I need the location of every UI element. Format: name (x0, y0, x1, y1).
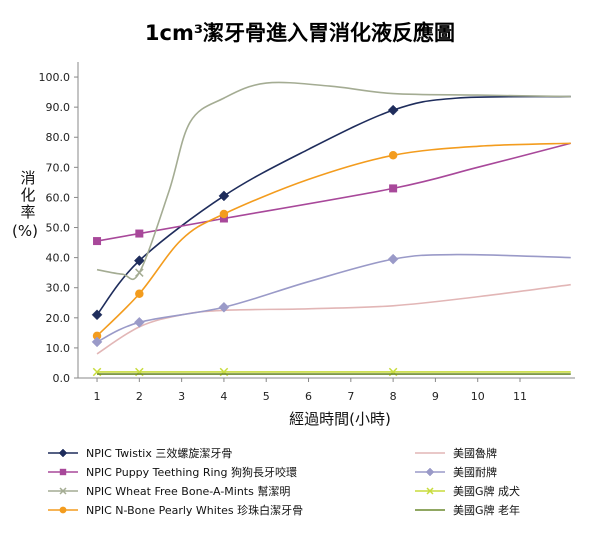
legend-item: 美國耐牌 (415, 465, 497, 479)
legend-item: 美國魯牌 (415, 446, 497, 460)
y-tick-label: 50.0 (46, 222, 71, 235)
data-point (219, 209, 229, 219)
series-line (96, 142, 571, 337)
x-tick-label: 7 (347, 390, 354, 403)
legend-swatch-marker (426, 487, 434, 495)
legend-label: 美國G牌 成犬 (453, 484, 520, 498)
x-axis-title: 經過時間(小時) (289, 410, 391, 428)
y-tick-label: 70.0 (46, 161, 71, 174)
marker-stroke (135, 268, 144, 277)
x-tick-label: 5 (263, 390, 270, 403)
y-axis-title-char: (%) (12, 222, 38, 240)
data-point (92, 331, 102, 341)
x-tick-label: 6 (305, 390, 312, 403)
legend-item: 美國G牌 老年 (415, 503, 520, 517)
x-tick-label: 3 (178, 390, 185, 403)
legend-label: NPIC Wheat Free Bone-A-Mints 幫潔明 (86, 484, 290, 498)
y-tick-label: 80.0 (46, 131, 71, 144)
data-point (91, 309, 103, 321)
legend-swatch-marker (59, 487, 67, 495)
series-line (96, 95, 571, 316)
y-tick-label: 40.0 (46, 252, 71, 265)
y-tick-label: 90.0 (46, 101, 71, 114)
legend-label: 美國耐牌 (453, 465, 497, 479)
data-point (389, 184, 398, 193)
chart-title: 1cm³潔牙骨進入胃消化液反應圖 (145, 21, 455, 45)
data-point (387, 253, 399, 265)
y-axis-title-char: 消 (20, 169, 35, 187)
data-point (133, 255, 145, 266)
legend-item: NPIC N-Bone Pearly Whites 珍珠白潔牙骨 (48, 503, 303, 517)
legend-item: NPIC Puppy Teething Ring 狗狗長牙咬環 (48, 465, 297, 479)
series-3 (96, 81, 571, 281)
x-tick-label: 8 (390, 390, 397, 403)
x-tick-label: 1 (94, 390, 101, 403)
legend-label: 美國魯牌 (453, 446, 497, 460)
y-tick-label: 30.0 (46, 282, 71, 295)
data-point (135, 229, 144, 238)
x-tick-label: 2 (136, 390, 143, 403)
marker-stroke (59, 487, 67, 495)
data-point (388, 151, 398, 160)
data-point (387, 104, 399, 116)
data-point (93, 237, 102, 246)
legend-swatch-marker (59, 468, 67, 476)
legend-swatch-marker (58, 448, 68, 458)
data-point (219, 214, 228, 223)
marker-stroke (426, 487, 434, 495)
y-tick-label: 0.0 (53, 372, 71, 385)
x-tick-label: 10 (471, 390, 485, 403)
data-point (135, 289, 144, 298)
legend-label: 美國G牌 老年 (453, 503, 520, 517)
series-6 (91, 253, 571, 348)
y-tick-label: 100.0 (39, 71, 71, 84)
series-line (96, 253, 571, 343)
series-line (96, 81, 571, 281)
plot-area: 0.0 10.0 20.0 30.0 40.0 50.0 60.0 70.0 80.0 90.0 1… (39, 62, 575, 403)
y-axis-title: 消 化 率 (%) (12, 169, 38, 240)
legend-swatch-marker (59, 506, 67, 514)
y-axis-title-char: 率 (20, 203, 35, 221)
x-tick-label: 4 (220, 390, 227, 403)
legend-item: 美國G牌 成犬 (415, 484, 520, 498)
data-point (133, 316, 145, 328)
legend-swatch-marker (425, 467, 435, 477)
series-5 (96, 283, 571, 355)
legend-label: NPIC N-Bone Pearly Whites 珍珠白潔牙骨 (86, 503, 303, 517)
y-tick-label: 60.0 (46, 191, 71, 204)
x-tick-label: 11 (513, 390, 527, 403)
y-tick-label: 10.0 (46, 342, 71, 355)
data-point (91, 336, 103, 348)
legend-item: NPIC Twistix 三效螺旋潔牙骨 (48, 446, 232, 460)
series-1 (91, 95, 571, 321)
legend-label: NPIC Puppy Teething Ring 狗狗長牙咬環 (86, 465, 297, 479)
data-point (218, 190, 230, 202)
data-point (135, 268, 144, 277)
series-line (96, 283, 571, 355)
series-4 (92, 142, 571, 341)
legend-item: NPIC Wheat Free Bone-A-Mints 幫潔明 (48, 484, 290, 498)
legend-label: NPIC Twistix 三效螺旋潔牙骨 (86, 446, 232, 460)
series-2 (93, 142, 571, 246)
marker-stroke (92, 367, 102, 377)
legend: NPIC Twistix 三效螺旋潔牙骨 NPIC Puppy Teething … (48, 446, 520, 517)
y-tick-label: 20.0 (46, 312, 71, 325)
y-axis-title-char: 化 (20, 186, 35, 204)
x-tick-label: 9 (432, 390, 439, 403)
data-point (218, 301, 230, 313)
